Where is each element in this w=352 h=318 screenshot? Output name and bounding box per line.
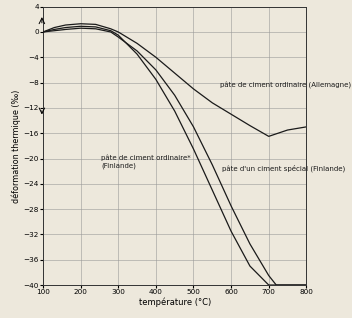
X-axis label: température (°C): température (°C) (139, 298, 211, 308)
Text: pâte de ciment ordinaire (Allemagne): pâte de ciment ordinaire (Allemagne) (220, 82, 351, 89)
Y-axis label: déformation thermique (‰): déformation thermique (‰) (11, 89, 21, 203)
Text: pâte d'un ciment spécial (Finlande): pâte d'un ciment spécial (Finlande) (222, 164, 345, 172)
Text: pâte de ciment ordinaire*
(Finlande): pâte de ciment ordinaire* (Finlande) (101, 155, 191, 169)
